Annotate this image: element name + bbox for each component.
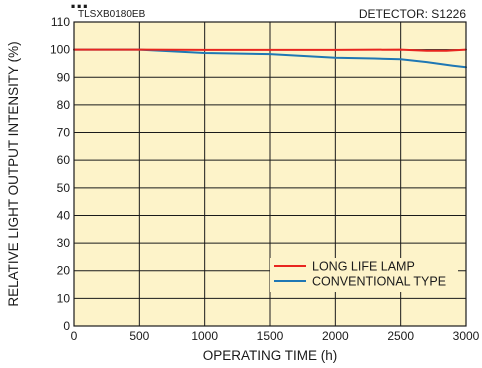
- y-tick-label: 100: [50, 43, 70, 57]
- series-line-conventional-type: [73, 48, 467, 69]
- x-tick-label: 2500: [387, 329, 414, 343]
- legend-box: [270, 258, 458, 292]
- x-tick-label: 1000: [191, 329, 218, 343]
- y-tick-label: 10: [57, 291, 71, 305]
- y-axis-label: RELATIVE LIGHT OUTPUT INTENSITY (%): [6, 41, 21, 306]
- y-tick-label: 30: [57, 236, 71, 250]
- series-line-long-life-lamp: [73, 48, 467, 52]
- x-axis-ticks: 0 500 1000 1500 2000 2500 3000: [71, 329, 480, 343]
- y-tick-label: 60: [57, 153, 71, 167]
- doc-code-label: TLSXB0180EB: [78, 9, 146, 20]
- detector-label: DETECTOR: S1226: [359, 7, 466, 21]
- chart-title-fragment: ...: [70, 0, 88, 13]
- x-tick-label: 2000: [322, 329, 349, 343]
- series-layer: [73, 48, 467, 69]
- legend-label: CONVENTIONAL TYPE: [312, 275, 446, 289]
- y-tick-label: 50: [57, 181, 71, 195]
- y-tick-label: 70: [57, 126, 71, 140]
- x-tick-label: 1500: [257, 329, 284, 343]
- y-tick-label: 0: [63, 319, 70, 333]
- x-axis-label: OPERATING TIME (h): [203, 348, 338, 363]
- y-tick-label: 110: [51, 15, 70, 29]
- y-tick-label: 80: [57, 98, 71, 112]
- x-tick-label: 3000: [453, 329, 480, 343]
- y-tick-label: 20: [57, 264, 71, 278]
- legend-label: LONG LIFE LAMP: [312, 260, 415, 274]
- y-tick-label: 90: [57, 70, 71, 84]
- x-tick-label: 500: [129, 329, 149, 343]
- plot-frame: [73, 21, 467, 327]
- y-tick-label: 40: [57, 208, 71, 222]
- x-tick-label: 0: [71, 329, 78, 343]
- y-axis-ticks: 0 10 20 30 40 50 60 70 80 90 100 110: [50, 15, 70, 333]
